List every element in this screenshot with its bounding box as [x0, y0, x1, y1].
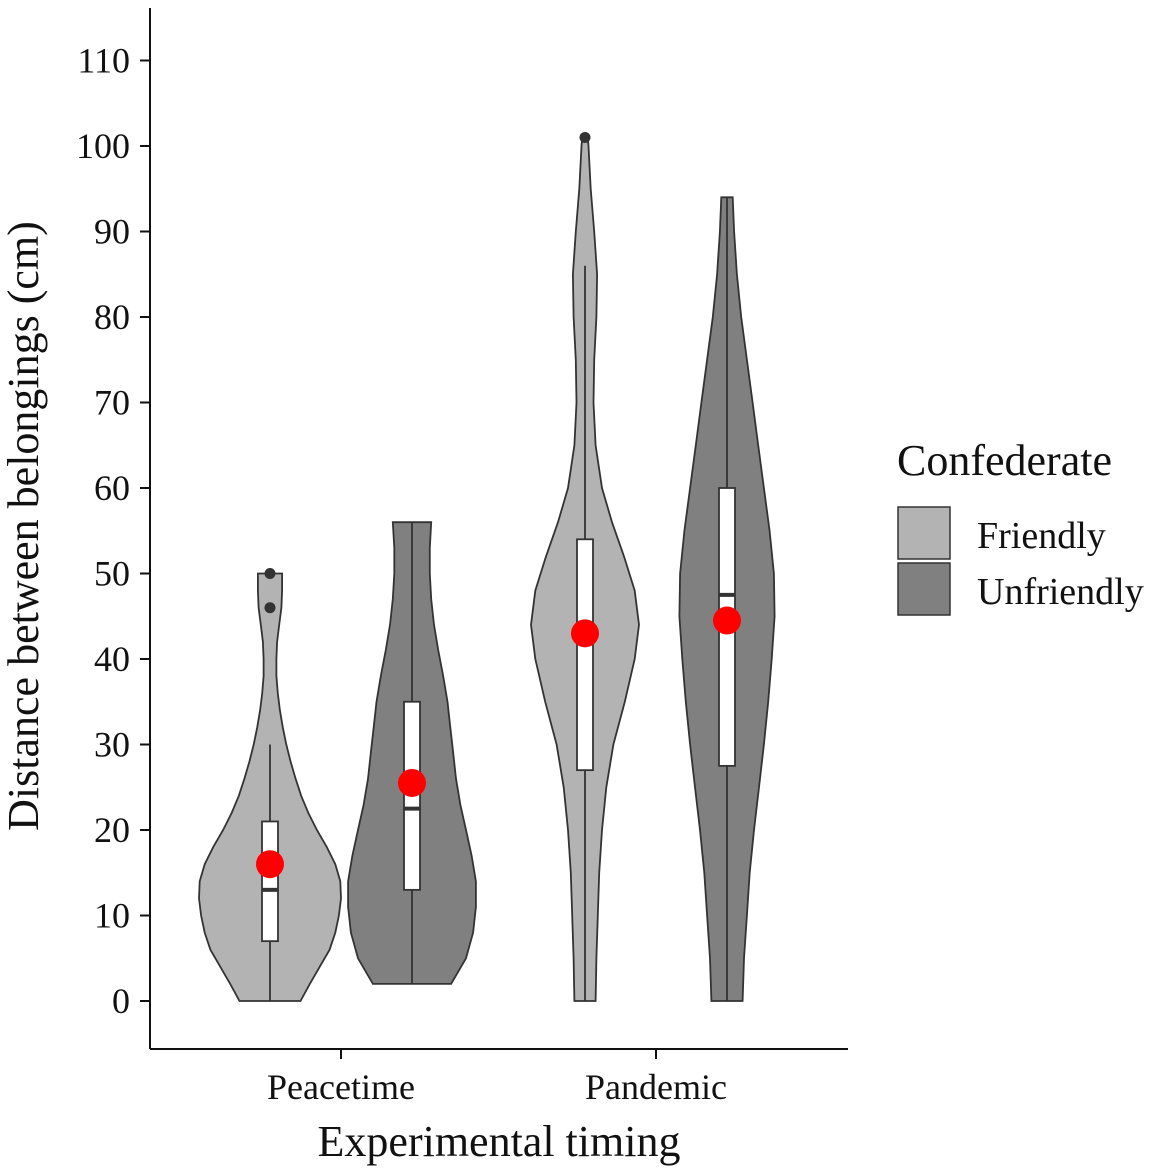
y-axis-title: Distance between belongings (cm)	[0, 221, 48, 831]
legend-swatch-unfriendly	[897, 562, 951, 616]
y-tick-label: 10	[94, 896, 130, 936]
x-tick-label: Peacetime	[267, 1067, 415, 1107]
mean-point	[713, 606, 741, 635]
y-tick-label: 60	[94, 468, 130, 508]
y-axis: 0 10 20 30 40 50 60 70 80 90 100 110	[76, 8, 151, 1049]
y-tick-label: 70	[94, 383, 130, 423]
x-tick-label: Pandemic	[585, 1067, 727, 1107]
x-axis-title: Experimental timing	[318, 1117, 681, 1166]
y-tick-label: 90	[94, 212, 130, 252]
iqr-box	[576, 538, 594, 772]
outlier-point	[264, 602, 276, 614]
legend: Confederate Friendly Unfriendly	[897, 436, 1144, 616]
x-axis: Peacetime Pandemic	[150, 1048, 848, 1107]
y-tick-label: 30	[94, 725, 130, 765]
y-tick-label: 40	[94, 639, 130, 679]
legend-swatch-friendly	[897, 506, 951, 560]
violin-friendly-peacetime	[198, 568, 342, 1002]
y-tick-label: 100	[76, 126, 130, 166]
y-tick-label: 80	[94, 297, 130, 337]
violin-unfriendly-peacetime	[347, 521, 477, 985]
y-tick-label: 50	[94, 554, 130, 594]
violin-friendly-pandemic	[530, 131, 640, 1002]
y-tick-label: 20	[94, 810, 130, 850]
mean-point	[398, 768, 426, 797]
iqr-box	[261, 820, 279, 943]
outlier-point	[579, 131, 591, 143]
mean-point	[256, 850, 284, 879]
plot-area	[198, 131, 776, 1002]
legend-label-unfriendly: Unfriendly	[977, 571, 1144, 613]
legend-label-friendly: Friendly	[977, 515, 1106, 557]
outlier-point	[264, 568, 276, 579]
legend-title: Confederate	[897, 436, 1112, 485]
violin-unfriendly-pandemic	[678, 196, 776, 1002]
y-tick-label: 110	[77, 41, 130, 81]
mean-point	[571, 619, 599, 648]
y-tick-label: 0	[112, 981, 130, 1021]
